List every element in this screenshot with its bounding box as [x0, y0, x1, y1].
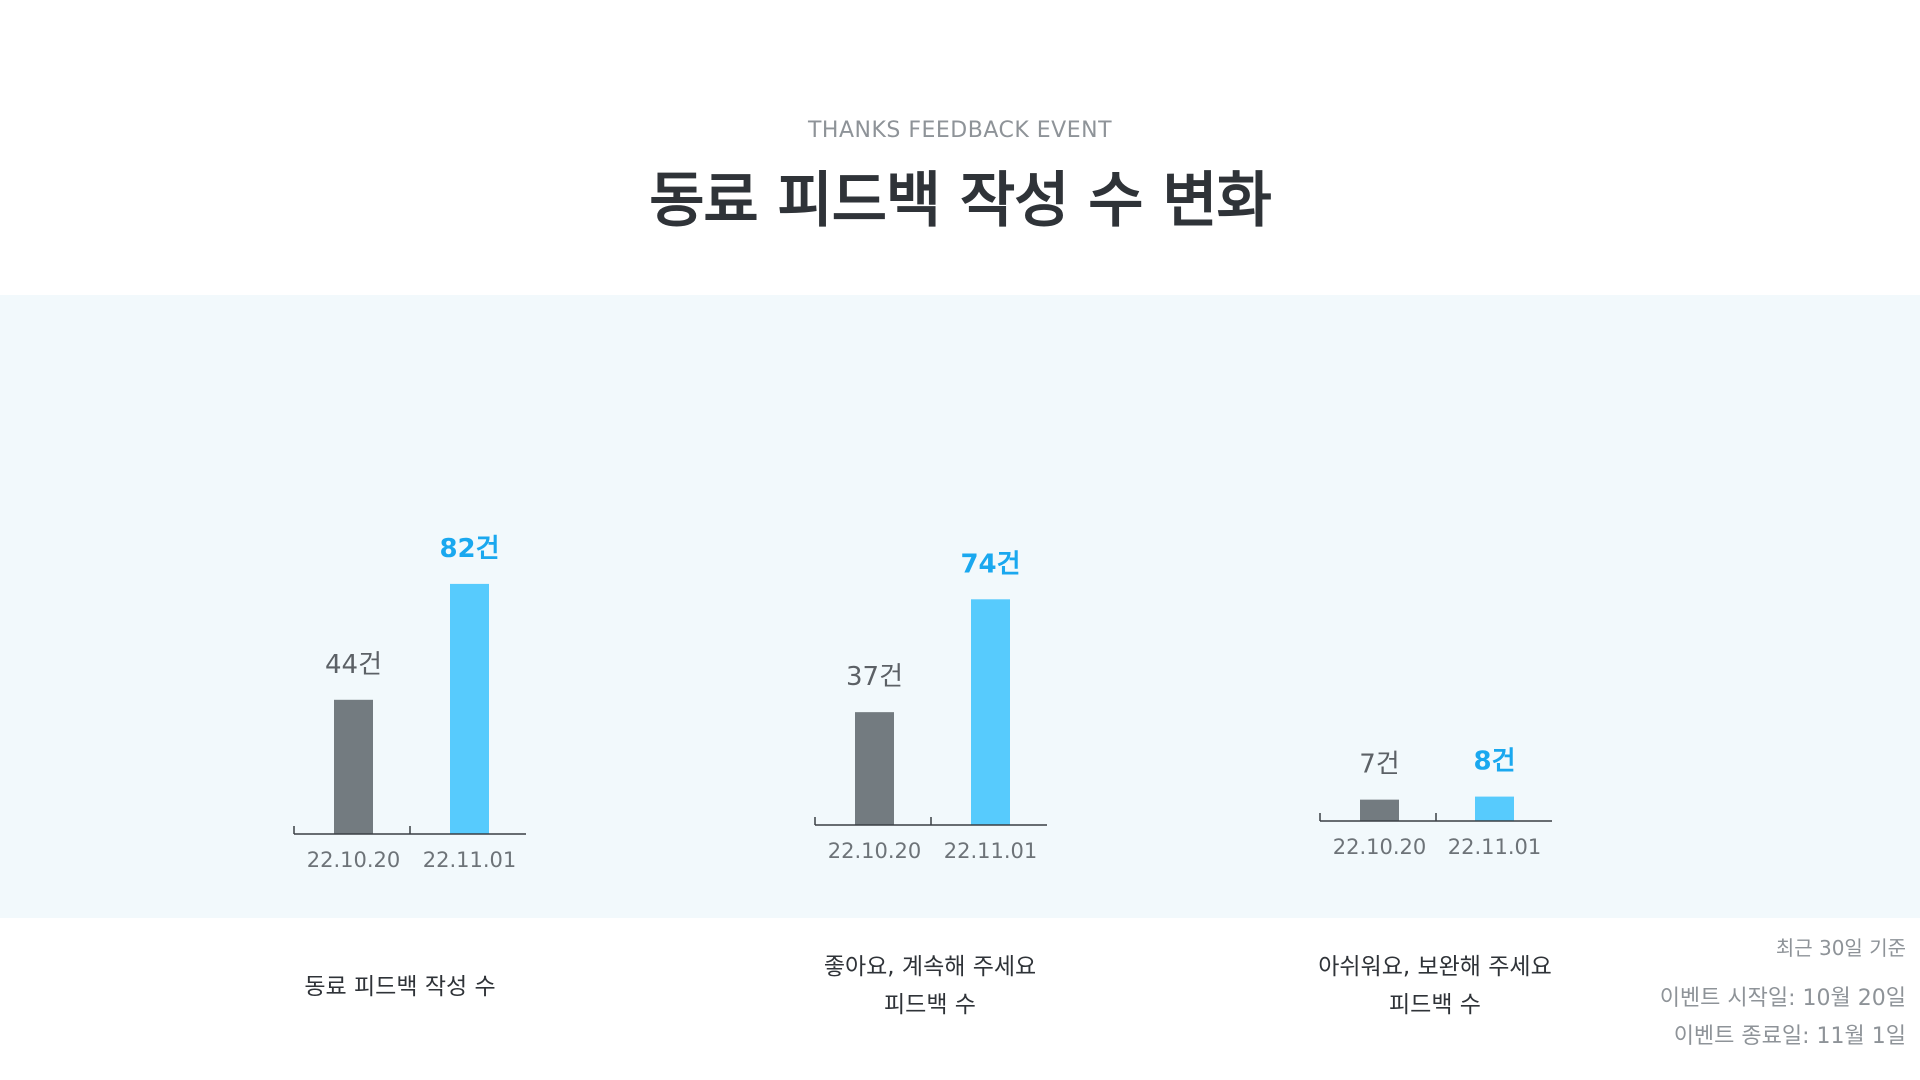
- chart-label-line: 피드백 수: [884, 992, 976, 1018]
- bar-chart-group: 7건 22.10.20 8건 22.11.01: [1319, 747, 1552, 859]
- value-label: 74건: [960, 549, 1020, 579]
- bar: [334, 699, 373, 834]
- chart-label-line: 좋아요, 계속해 주세요: [823, 954, 1037, 980]
- tick-label: 22.11.01: [944, 839, 1038, 863]
- chart-panel: 44건 22.10.20 82건 22.11.01 37건 22.10.20 74건 22.1…: [0, 295, 1920, 918]
- bar: [1475, 796, 1514, 821]
- bar: [450, 583, 489, 834]
- chart-label-line: 동료 피드백 작성 수: [304, 974, 496, 1000]
- chart-label-positive: 좋아요, 계속해 주세요 피드백 수: [780, 948, 1080, 1024]
- tick-label: 22.10.20: [307, 848, 401, 872]
- tick-label: 22.10.20: [828, 839, 922, 863]
- page-title: 동료 피드백 작성 수 변화: [649, 166, 1272, 236]
- value-label: 37건: [846, 662, 903, 692]
- chart-label-total: 동료 피드백 작성 수: [250, 968, 550, 1006]
- tick-label: 22.11.01: [1448, 835, 1542, 859]
- value-label: 8건: [1473, 747, 1515, 777]
- event-end-date: 이벤트 종료일: 11월 1일: [1673, 1024, 1906, 1049]
- bar: [855, 712, 894, 825]
- header: THANKS FEEDBACK EVENT 동료 피드백 작성 수 변화: [0, 0, 1920, 295]
- chart-label-improve: 아쉬워요, 보완해 주세요 피드백 수: [1285, 948, 1585, 1024]
- event-dates: 이벤트 시작일: 10월 20일 이벤트 종료일: 11월 1일: [1660, 980, 1906, 1056]
- tick-label: 22.10.20: [1333, 835, 1427, 859]
- bar-chart-group: 44건 22.10.20 82건 22.11.01: [293, 534, 526, 872]
- bar: [971, 599, 1010, 825]
- value-label: 44건: [325, 650, 382, 680]
- event-subtitle: THANKS FEEDBACK EVENT: [807, 118, 1113, 143]
- value-label: 7건: [1359, 750, 1399, 780]
- chart-label-line: 아쉬워요, 보완해 주세요: [1318, 954, 1552, 980]
- event-start-date: 이벤트 시작일: 10월 20일: [1659, 986, 1906, 1011]
- basis-note: 최근 30일 기준: [1775, 936, 1906, 960]
- value-label: 82건: [439, 534, 499, 564]
- chart-label-line: 피드백 수: [1389, 992, 1481, 1018]
- bar: [1360, 799, 1399, 821]
- tick-label: 22.11.01: [423, 848, 517, 872]
- bar-charts: 44건 22.10.20 82건 22.11.01 37건 22.10.20 74건 22.1…: [293, 534, 1552, 872]
- bar-chart-group: 37건 22.10.20 74건 22.11.01: [814, 549, 1047, 863]
